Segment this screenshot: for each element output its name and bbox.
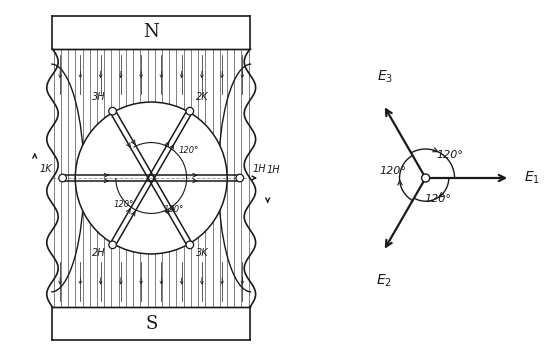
Text: 2K: 2K [196,92,209,102]
Text: 120°: 120° [424,194,451,204]
Text: N: N [143,23,159,41]
Circle shape [109,108,116,115]
Text: 1H: 1H [267,166,280,176]
Circle shape [236,174,244,182]
Text: 1H: 1H [253,164,266,174]
Text: 120°: 120° [164,205,184,214]
Circle shape [75,102,227,254]
Text: 120°: 120° [436,150,463,160]
Circle shape [186,241,194,248]
Circle shape [422,174,430,182]
Text: S: S [145,315,157,333]
Text: 1K: 1K [40,164,53,174]
Text: 3H: 3H [92,92,106,102]
Text: $E_1$: $E_1$ [524,170,540,186]
Circle shape [59,174,67,182]
Text: $E_3$: $E_3$ [377,69,394,85]
Circle shape [186,108,194,115]
Text: $E_2$: $E_2$ [376,273,392,289]
Text: 3K: 3K [196,248,209,258]
Polygon shape [53,49,250,307]
Text: 120°: 120° [380,166,407,176]
Text: 2H: 2H [92,248,106,258]
Circle shape [109,241,116,248]
Text: 120°: 120° [113,200,133,209]
Text: 120°: 120° [179,146,199,155]
